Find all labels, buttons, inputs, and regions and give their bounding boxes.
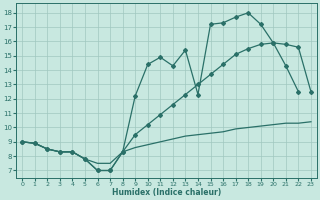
X-axis label: Humidex (Indice chaleur): Humidex (Indice chaleur) [112, 188, 221, 197]
